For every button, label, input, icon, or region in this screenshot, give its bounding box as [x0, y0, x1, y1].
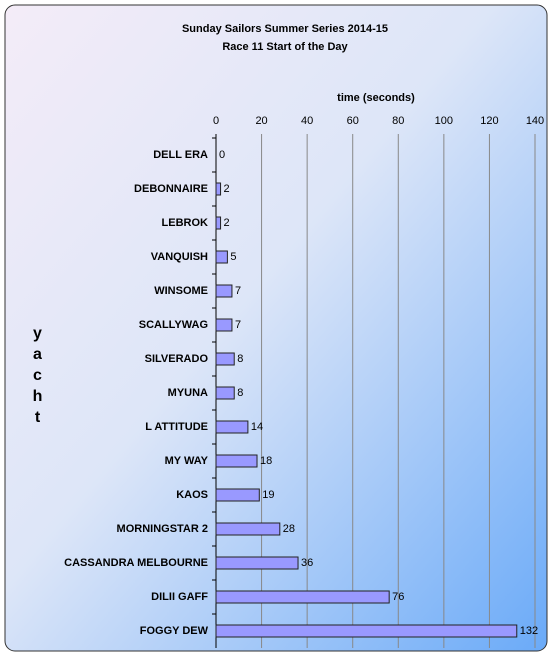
y-axis-label: yacht	[29, 325, 46, 430]
y-tick-label: KAOS	[176, 489, 208, 501]
bar	[215, 182, 222, 196]
data-label: 28	[283, 523, 295, 535]
frame	[4, 4, 548, 652]
data-label: 2	[224, 183, 230, 195]
bar	[215, 216, 222, 230]
x-tick-label: 40	[301, 115, 313, 127]
data-label: 132	[520, 625, 538, 637]
data-label: 2	[224, 217, 230, 229]
x-tick-label: 60	[347, 115, 359, 127]
x-tick-label: 80	[392, 115, 404, 127]
data-label: 18	[260, 455, 272, 467]
bar	[215, 556, 299, 570]
y-tick-label: LEBROK	[162, 217, 209, 229]
bar	[215, 522, 281, 536]
y-tick-label: FOGGY DEW	[140, 625, 209, 637]
x-tick-label: 140	[526, 115, 544, 127]
y-tick-label: SILVERADO	[145, 353, 209, 365]
data-label: 8	[237, 353, 243, 365]
bar	[215, 318, 233, 332]
data-label: 7	[235, 319, 241, 331]
bar	[215, 250, 228, 264]
y-tick-label: WINSOME	[154, 285, 208, 297]
data-label: 8	[237, 387, 243, 399]
y-tick-label: CASSANDRA MELBOURNE	[64, 557, 208, 569]
chart-subtitle: Race 11 Start of the Day	[222, 41, 348, 53]
bar	[215, 352, 235, 366]
x-tick-label: 100	[435, 115, 453, 127]
bar	[215, 284, 233, 298]
bar	[215, 420, 249, 434]
bar	[215, 454, 258, 468]
data-label: 5	[230, 251, 236, 263]
data-label: 7	[235, 285, 241, 297]
bar	[215, 386, 235, 400]
x-axis-label: time (seconds)	[337, 92, 415, 104]
y-tick-label: DELL ERA	[153, 149, 208, 161]
y-tick-label: MY WAY	[165, 455, 209, 467]
data-label: 76	[392, 591, 404, 603]
data-label: 14	[251, 421, 263, 433]
data-label: 19	[262, 489, 274, 501]
y-tick-label: MORNINGSTAR 2	[117, 523, 208, 535]
y-tick-label: DILII GAFF	[151, 591, 208, 603]
bar	[215, 624, 518, 638]
bar	[215, 488, 260, 502]
x-tick-label: 120	[480, 115, 498, 127]
y-tick-label: MYUNA	[168, 387, 208, 399]
x-tick-label: 20	[255, 115, 267, 127]
chart-title: Sunday Sailors Summer Series 2014-15	[182, 23, 388, 35]
bar	[215, 590, 390, 604]
y-tick-label: DEBONNAIRE	[134, 183, 208, 195]
y-tick-label: L ATTITUDE	[145, 421, 208, 433]
x-tick-label: 0	[213, 115, 219, 127]
y-tick-label: VANQUISH	[151, 251, 208, 263]
y-tick-label: SCALLYWAG	[139, 319, 208, 331]
data-label: 36	[301, 557, 313, 569]
data-label: 0	[219, 149, 225, 161]
